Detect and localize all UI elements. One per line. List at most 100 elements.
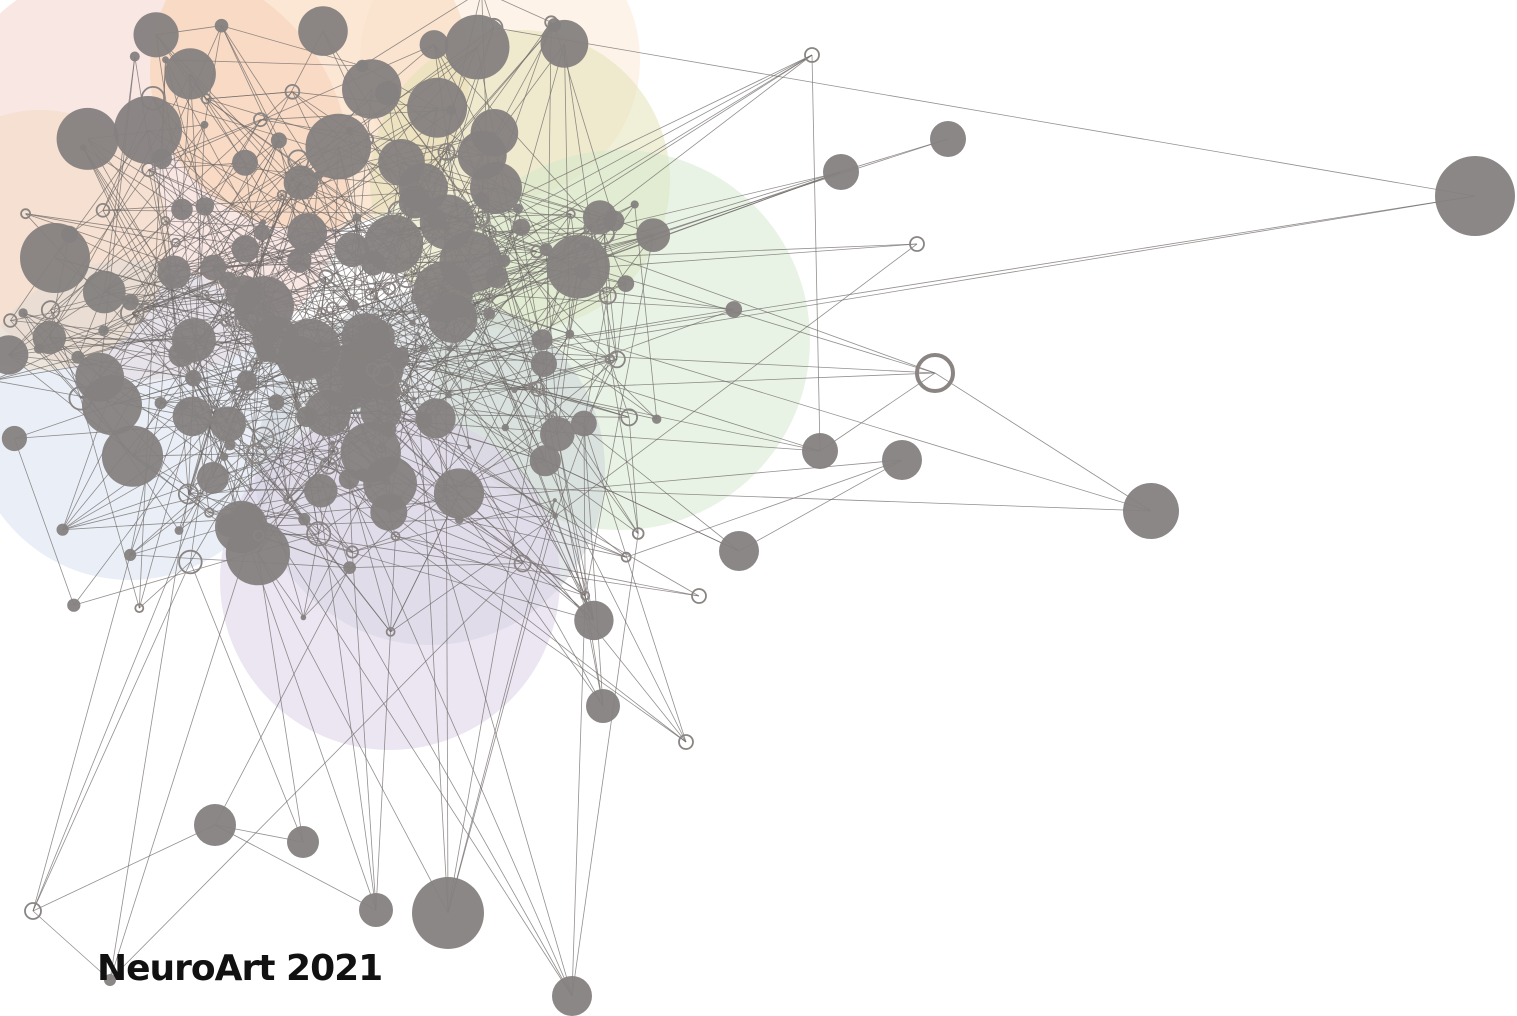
node — [409, 320, 415, 326]
node — [407, 233, 411, 237]
node — [230, 390, 234, 394]
node — [287, 213, 327, 253]
node — [513, 219, 530, 236]
node — [375, 81, 399, 105]
node — [197, 462, 229, 494]
node — [165, 48, 216, 99]
node — [314, 171, 323, 180]
node — [237, 370, 257, 390]
edge — [33, 825, 215, 911]
node — [341, 313, 390, 362]
node — [175, 526, 184, 535]
node — [330, 441, 335, 446]
node — [532, 329, 553, 350]
node — [447, 346, 453, 352]
node — [172, 318, 216, 362]
node — [823, 154, 859, 190]
node — [457, 219, 461, 223]
node — [287, 370, 296, 379]
node — [298, 513, 310, 525]
node — [130, 52, 140, 62]
node — [254, 225, 270, 241]
node — [200, 255, 226, 281]
node — [416, 332, 420, 336]
node — [356, 60, 368, 72]
node — [353, 213, 362, 222]
node — [287, 249, 311, 273]
node — [232, 235, 260, 263]
node — [361, 251, 385, 275]
node — [617, 275, 634, 292]
node — [196, 197, 214, 215]
node — [215, 19, 229, 33]
node — [445, 392, 452, 399]
node — [631, 200, 639, 208]
node — [604, 210, 625, 231]
node — [421, 345, 429, 353]
node — [114, 96, 182, 164]
node — [82, 375, 142, 435]
node — [20, 223, 90, 293]
node — [155, 397, 167, 409]
node — [271, 132, 287, 148]
node — [586, 689, 620, 723]
network-artwork — [0, 0, 1517, 1016]
node — [434, 468, 484, 518]
edge — [820, 373, 935, 451]
node — [306, 114, 372, 180]
node — [268, 394, 284, 410]
node — [134, 12, 179, 57]
node — [83, 271, 126, 314]
edge — [33, 555, 130, 911]
node — [98, 325, 109, 336]
node — [412, 877, 484, 949]
node — [399, 163, 448, 212]
node — [294, 402, 301, 409]
node — [234, 276, 294, 336]
node — [260, 219, 266, 225]
node — [287, 826, 319, 858]
node — [201, 121, 209, 129]
node — [157, 256, 190, 289]
node — [441, 222, 450, 231]
node — [575, 263, 591, 279]
edge — [739, 460, 902, 551]
node — [304, 390, 350, 436]
node — [420, 30, 449, 59]
node — [383, 479, 389, 485]
node — [350, 349, 355, 354]
node — [445, 15, 510, 80]
node — [652, 415, 661, 424]
node — [552, 513, 558, 519]
node — [194, 804, 236, 846]
node — [124, 549, 136, 561]
node — [574, 601, 613, 640]
node — [57, 524, 69, 536]
node — [571, 411, 597, 437]
node — [470, 162, 522, 214]
node — [179, 400, 189, 410]
node — [553, 498, 557, 502]
node — [565, 330, 574, 339]
node — [67, 599, 80, 612]
node — [346, 127, 353, 134]
node — [413, 262, 473, 322]
node — [548, 18, 562, 32]
node — [398, 347, 409, 358]
node — [446, 105, 456, 115]
node — [249, 487, 253, 491]
node — [347, 299, 359, 311]
node — [171, 199, 193, 221]
node — [719, 531, 759, 571]
node — [2, 426, 27, 451]
node — [882, 440, 922, 480]
node — [726, 301, 743, 318]
title: NeuroArt 2021 — [97, 948, 382, 989]
node — [483, 308, 495, 320]
node — [34, 344, 44, 354]
node — [359, 893, 393, 927]
node — [530, 445, 561, 476]
node — [122, 294, 139, 311]
node — [455, 515, 464, 524]
node — [802, 433, 838, 469]
